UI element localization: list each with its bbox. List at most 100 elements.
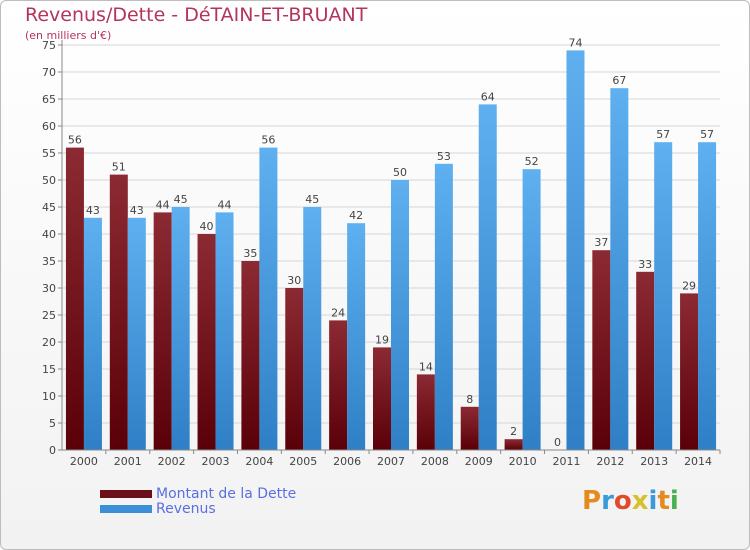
x-tick-label: 2011 [552, 455, 580, 468]
logo-letter: r [601, 486, 614, 516]
y-tick-label: 30 [42, 282, 56, 295]
value-label-dette: 40 [200, 220, 214, 233]
bar-dette [504, 439, 523, 450]
legend-label-revenus: Revenus [156, 501, 216, 517]
bar-dette [680, 293, 699, 450]
value-label-revenus: 43 [86, 204, 100, 217]
value-label-revenus: 74 [568, 36, 582, 49]
value-label-dette: 24 [331, 306, 345, 319]
y-tick-label: 45 [42, 201, 56, 214]
logo-letter: i [669, 486, 679, 516]
x-tick-label: 2002 [158, 455, 186, 468]
y-tick-label: 0 [49, 444, 56, 457]
value-label-revenus: 56 [261, 134, 275, 147]
logo-letter: P [582, 486, 602, 516]
bar-dette [636, 271, 655, 450]
value-label-dette: 2 [510, 425, 517, 438]
value-label-revenus: 45 [174, 193, 188, 206]
value-label-revenus: 50 [393, 166, 407, 179]
y-tick-label: 20 [42, 336, 56, 349]
bar-revenus [698, 142, 717, 450]
chart-subtitle: (en milliers d'€) [25, 29, 112, 42]
bar-revenus [127, 217, 146, 450]
value-label-revenus: 57 [656, 128, 670, 141]
bars [65, 50, 717, 451]
bar-revenus [303, 207, 322, 450]
axes: 0 51 0 15 20 25 30 35 40 45 50 55 60 65 70 75 2000 2001 20… [42, 39, 721, 468]
y-tick-label: 15 [42, 363, 56, 376]
value-label-dette: 0 [554, 436, 561, 449]
bar-revenus [522, 169, 541, 450]
value-label-dette: 19 [375, 333, 389, 346]
chart-title: Revenus/Dette - DéTAIN-ET-BRUANT [25, 4, 368, 26]
value-label-revenus: 57 [700, 128, 714, 141]
bar-revenus [654, 142, 673, 450]
value-label-revenus: 42 [349, 209, 363, 222]
bar-dette [241, 261, 260, 450]
bar-dette [329, 320, 348, 450]
y-tick-label: 40 [42, 228, 56, 241]
y-tick-label: 65 [42, 93, 56, 106]
x-tick-label: 2010 [509, 455, 537, 468]
bar-revenus [347, 223, 366, 450]
bar-dette [197, 234, 216, 450]
y-tick-label: 35 [42, 255, 56, 268]
legend-swatch-revenus [100, 505, 152, 513]
value-label-revenus: 45 [305, 193, 319, 206]
x-tick-label: 2000 [70, 455, 98, 468]
y-tick-label: 50 [42, 174, 56, 187]
value-label-revenus: 64 [481, 90, 495, 103]
bar-revenus [83, 217, 102, 450]
legend-label-dette: Montant de la Dette [156, 486, 297, 502]
bar-dette [460, 406, 479, 450]
bar-revenus [391, 180, 409, 450]
bar-revenus [566, 50, 585, 451]
bar-dette [285, 288, 304, 450]
y-tick-label: 70 [42, 66, 56, 79]
bar-revenus [434, 163, 453, 451]
x-tick-label: 2012 [596, 455, 624, 468]
bar-revenus [171, 207, 190, 450]
bar-dette [65, 147, 84, 450]
value-label-revenus: 44 [218, 198, 232, 211]
logo-letter: t [657, 486, 670, 516]
y-tick-label: 75 [42, 39, 56, 52]
value-label-revenus: 43 [130, 204, 144, 217]
bar-dette [153, 212, 172, 450]
bar-revenus [215, 212, 234, 450]
value-label-dette: 14 [419, 360, 433, 373]
value-label-revenus: 52 [525, 155, 539, 168]
x-tick-label: 2014 [684, 455, 712, 468]
value-label-dette: 29 [682, 279, 696, 292]
bar-revenus [259, 147, 278, 450]
logo-letter: x [631, 486, 649, 516]
value-label-dette: 37 [594, 236, 608, 249]
x-tick-label: 2008 [421, 455, 449, 468]
bar-dette [109, 174, 128, 450]
x-tick-label: 2001 [114, 455, 142, 468]
proxiti-logo: Proxiti [582, 486, 679, 516]
value-label-dette: 30 [287, 274, 301, 287]
value-label-dette: 44 [156, 198, 170, 211]
y-tick-label: 60 [42, 120, 56, 133]
x-tick-label: 2007 [377, 455, 405, 468]
y-tick-label: 25 [42, 309, 56, 322]
bar-dette [373, 347, 391, 450]
value-labels: 56 43 51 43 44 45 40 44 35 56 30 45 24 42 19 50 14 53 8 64 2… [68, 36, 714, 449]
value-label-dette: 51 [112, 161, 126, 174]
x-tick-label: 2004 [245, 455, 273, 468]
bar-dette [416, 374, 435, 450]
x-tick-label: 2005 [289, 455, 317, 468]
bar-revenus [610, 88, 629, 450]
bar-revenus [478, 104, 497, 451]
legend-swatch-dette [100, 490, 152, 498]
x-tick-label: 2006 [333, 455, 361, 468]
y-tick-label: 55 [42, 147, 56, 160]
value-label-revenus: 53 [437, 150, 451, 163]
logo-letter: o [613, 486, 632, 516]
x-tick-label: 2009 [465, 455, 493, 468]
value-label-dette: 33 [638, 258, 652, 271]
y-tick-label: 10 [42, 390, 56, 403]
value-label-dette: 56 [68, 134, 82, 147]
